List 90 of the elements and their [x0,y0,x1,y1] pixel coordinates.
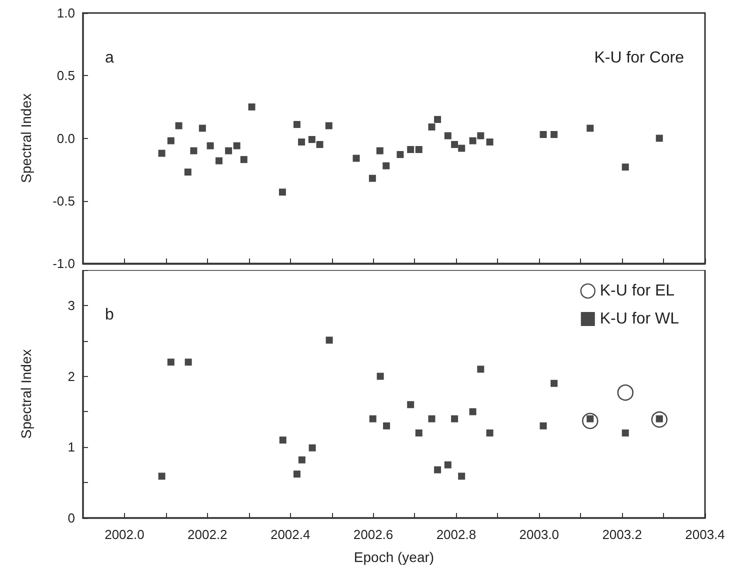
x-tick-label: 2003.2 [602,527,642,542]
x-tick-label: 2002.8 [436,527,476,542]
point [458,144,466,152]
point [407,401,414,408]
y-axis-title: Spectral Index [18,349,34,439]
point [428,123,436,130]
point [175,122,182,130]
point [428,415,436,422]
x-tick-label: 2003.4 [685,527,725,542]
point [206,142,214,150]
point [316,141,324,148]
point [240,156,248,164]
point [376,372,384,380]
point [167,137,174,144]
point [550,130,558,138]
point [444,461,452,468]
annotation: a [105,50,114,66]
annotation: K-U for Core [594,50,684,66]
point [233,142,240,150]
point [279,436,286,444]
point [308,136,316,144]
x-axis-title: Epoch (year) [354,549,434,565]
point [486,429,494,436]
y-tick-label: -0.5 [52,193,75,208]
point [216,157,223,164]
point [190,147,198,154]
point [382,162,390,170]
y-tick-label: 0.5 [56,68,75,84]
point [407,146,414,154]
point [477,366,484,373]
x-tick-label: 2002.2 [188,527,228,542]
point [451,141,458,148]
y-tick-label: -1.0 [52,256,75,271]
point [434,116,442,123]
x-tick-label: 2002.0 [104,527,144,542]
x-tick-label: 2002.6 [353,527,394,542]
point [325,122,332,130]
y-tick-label: 0.0 [56,130,75,146]
point [434,466,442,474]
point [376,147,384,154]
point [622,164,629,171]
point [298,456,306,464]
point [444,132,452,140]
point [540,130,547,138]
point [326,336,333,344]
point [451,415,458,422]
point [622,429,629,436]
point [458,472,466,480]
annotation: b [105,306,114,324]
point [184,358,192,366]
point [415,146,422,154]
point [368,174,376,182]
y-axis-title: Spectral Index [18,94,34,183]
point [617,384,634,401]
y-tick-label: 3 [68,298,75,313]
point [415,429,422,436]
point [469,137,476,144]
point [184,168,192,176]
point [278,188,286,196]
x-tick-label: 2003.0 [519,527,560,542]
point [586,124,594,132]
point [308,444,316,452]
point [293,120,300,128]
point [158,472,166,480]
point [469,408,476,416]
point [486,138,494,146]
point [225,147,232,154]
point [248,103,256,110]
point [396,151,404,158]
point [656,134,663,142]
point [167,358,174,366]
point [477,132,484,140]
point [582,412,598,430]
point [651,411,668,428]
point [369,415,376,422]
y-tick-label: 1 [68,440,75,455]
point [298,138,306,146]
y-tick-label: 2 [68,368,75,384]
point [550,380,558,387]
legend-label: K-U for EL [600,282,675,300]
point [383,422,390,430]
point [158,150,166,157]
point [540,422,547,430]
point [352,154,360,162]
point [293,470,300,478]
y-tick-label: 0 [68,510,75,526]
y-tick-label: 1.0 [56,6,75,20]
x-tick-label: 2002.4 [270,527,310,542]
legend-label: K-U for WL [600,310,680,328]
point [198,124,206,132]
